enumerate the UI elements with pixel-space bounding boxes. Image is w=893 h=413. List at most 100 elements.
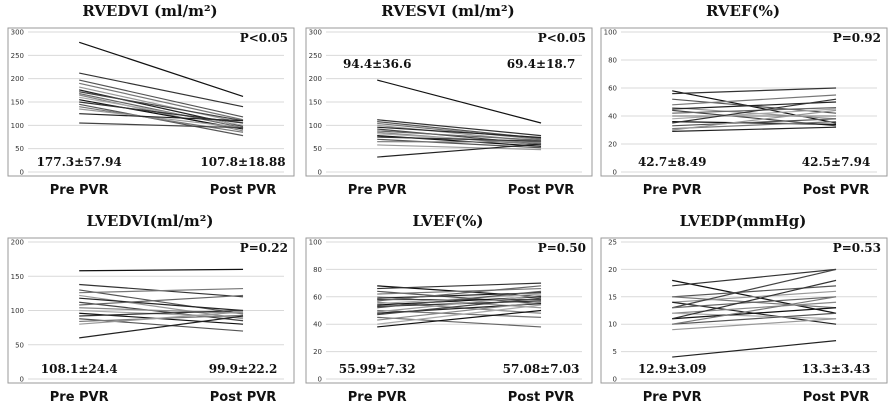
panel-lvef: LVEF(%) 0 20 40 60 80 100 P=0.50 55.99±7.32 57.0… (298, 210, 598, 413)
chart-rvedvi: 0 50 100 150 200 250 300 P<0.05 177.3±57.94 107.8… (7, 27, 295, 198)
patient-line (377, 130, 542, 141)
panel-rvedvi: RVEDVI (ml/m²) 0 50 100 150 200 250 300 P<0.05 1… (0, 0, 300, 206)
y-tick-label: 300 (309, 29, 322, 37)
patient-line (377, 304, 542, 325)
y-tick-label: 0 (613, 376, 617, 384)
patient-line (672, 90, 837, 124)
chart-rvesvi: 0 50 100 150 200 250 300 P<0.05 94.4±36.6 69.4±18… (305, 27, 593, 198)
chart-lvedp: 0 5 10 15 20 25 P=0.53 12.9±3.09 13.3±3.43 Pre PV… (600, 237, 888, 405)
post-stat-label: 69.4±18.7 (507, 57, 576, 71)
y-tick-label: 100 (309, 239, 322, 247)
patient-line (79, 294, 244, 306)
y-tick-label: 10 (608, 321, 617, 329)
patient-line (672, 107, 837, 114)
patient-line (377, 122, 542, 140)
chart-title: RVESVI (ml/m²) (381, 2, 515, 20)
patient-line (377, 143, 542, 158)
patient-line (377, 126, 542, 139)
y-tick-label: 100 (604, 29, 617, 37)
y-tick-label: 80 (608, 57, 617, 65)
pre-stat-label: 55.99±7.32 (339, 362, 416, 376)
y-tick-label: 50 (313, 145, 322, 153)
patient-line (377, 309, 542, 328)
pre-stat-label: 177.3±57.94 (37, 155, 122, 169)
x-category-label: Post PVR (508, 183, 575, 198)
patient-line (79, 96, 244, 126)
patient-line (79, 309, 244, 317)
patient-line (377, 297, 542, 316)
y-tick-label: 150 (11, 273, 24, 281)
x-category-label: Post PVR (210, 183, 277, 198)
patient-line (672, 279, 837, 320)
patient-line (79, 307, 244, 314)
chart-title: RVEDVI (ml/m²) (82, 2, 218, 20)
plot-frame (305, 237, 593, 384)
plot-frame (600, 27, 888, 177)
patient-line (377, 136, 542, 142)
patient-line (672, 312, 837, 325)
patient-line (672, 318, 837, 331)
patient-line (377, 293, 542, 305)
pre-stat-label: 12.9±3.09 (638, 362, 707, 376)
patient-line (79, 301, 244, 322)
patient-line (672, 301, 837, 314)
post-stat-label: 13.3±3.43 (802, 362, 871, 376)
y-tick-label: 250 (11, 52, 24, 60)
p-value: P=0.53 (833, 241, 881, 255)
y-tick-label: 20 (608, 266, 617, 274)
y-tick-label: 100 (309, 122, 322, 130)
chart-title: RVEF(%) (705, 2, 781, 20)
p-value: P=0.92 (833, 31, 881, 45)
patient-line (79, 86, 244, 124)
patient-line (672, 296, 837, 309)
post-stat-label: 107.8±18.88 (200, 155, 285, 169)
y-tick-label: 50 (15, 341, 24, 349)
p-value: P=0.50 (538, 241, 586, 255)
chart-lvef: 0 20 40 60 80 100 P=0.50 55.99±7.32 57.08±7.03 Pr… (305, 237, 593, 405)
patient-line (672, 340, 837, 358)
panel-rvef: RVEF(%) 0 20 40 60 80 100 P=0.92 42.7±8.49 42.5±… (593, 0, 893, 206)
patient-line (79, 294, 244, 320)
p-value: P<0.05 (538, 31, 586, 45)
y-tick-label: 150 (11, 99, 24, 107)
y-tick-label: 200 (309, 75, 322, 83)
patient-line (377, 282, 542, 290)
chart-title: LVEDVI(ml/m²) (86, 212, 214, 230)
y-tick-label: 0 (318, 376, 322, 384)
panel-rvesvi: RVESVI (ml/m²) 0 50 100 150 200 250 300 P<0.05 9… (298, 0, 598, 206)
patient-line (79, 289, 244, 315)
patient-line (672, 108, 837, 120)
patient-line (672, 126, 837, 132)
chart-rvef: 0 20 40 60 80 100 P=0.92 42.7±8.49 42.5±7.94 Pre … (600, 27, 888, 198)
y-tick-label: 60 (313, 293, 322, 301)
p-value: P=0.22 (240, 241, 288, 255)
y-tick-label: 5 (613, 348, 617, 356)
patient-line (672, 98, 837, 124)
patient-line (79, 113, 244, 122)
y-tick-label: 250 (309, 52, 322, 60)
patient-line (672, 307, 837, 320)
y-tick-label: 50 (15, 145, 24, 153)
chart-title: LVEF(%) (412, 212, 484, 230)
post-stat-label: 57.08±7.03 (503, 362, 580, 376)
patient-line (377, 287, 542, 295)
patient-line (672, 268, 837, 287)
y-tick-label: 0 (613, 169, 617, 177)
patient-line (377, 294, 542, 313)
y-tick-label: 100 (11, 122, 24, 130)
y-tick-label: 40 (608, 113, 617, 121)
y-tick-label: 60 (608, 85, 617, 93)
y-tick-label: 200 (11, 239, 24, 247)
patient-line (79, 91, 244, 122)
patient-line (672, 121, 837, 125)
y-tick-label: 150 (309, 99, 322, 107)
patient-line (672, 118, 837, 127)
chart-title: LVEDP(mmHg) (679, 212, 807, 230)
x-category-label: Pre PVR (50, 183, 109, 198)
patient-line (79, 122, 244, 129)
patient-line (79, 268, 244, 272)
patient-line (79, 106, 244, 133)
patient-line (79, 315, 244, 339)
patient-line (79, 72, 244, 108)
panel-lvedvi: LVEDVI(ml/m²) 0 50 100 150 200 P=0.22 108.1±24… (0, 210, 300, 413)
